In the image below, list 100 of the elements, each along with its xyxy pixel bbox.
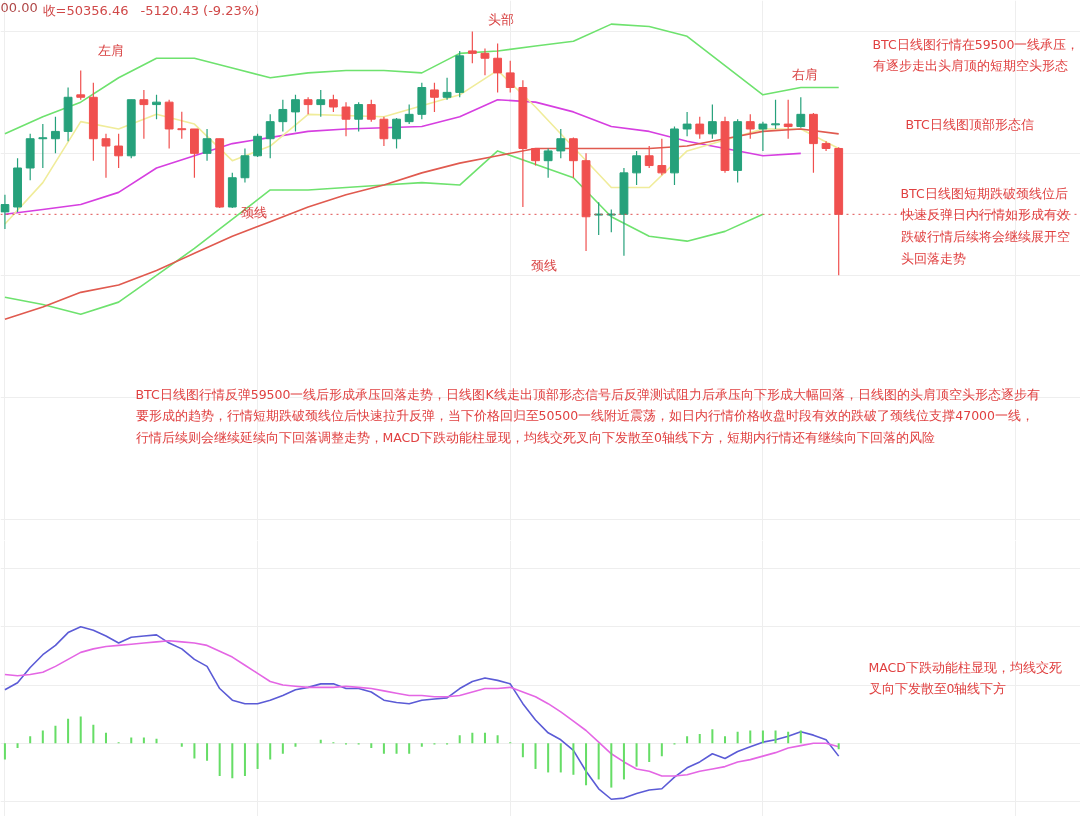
bar bbox=[54, 725, 57, 744]
candlestick bbox=[467, 30, 477, 64]
text: -5120.43 (-9.23%) bbox=[140, 2, 260, 18]
candlestick bbox=[38, 123, 48, 169]
bar bbox=[130, 737, 133, 744]
bar bbox=[193, 743, 196, 759]
text: BTC日线图短期跌破颈线位后快速反弹日内行情如形成有效跌破行情后续将会继续展开空头回落走势 bbox=[899, 185, 1070, 266]
bar bbox=[711, 729, 714, 744]
candlestick bbox=[291, 94, 300, 133]
annotation: 右肩 bbox=[791, 66, 818, 82]
bar bbox=[231, 743, 234, 779]
text: 收=50356.46 bbox=[42, 2, 129, 18]
bar bbox=[787, 731, 790, 744]
bar bbox=[547, 743, 550, 773]
candlestick bbox=[644, 145, 654, 169]
bar bbox=[41, 730, 44, 744]
bar bbox=[142, 737, 145, 744]
bar bbox=[395, 743, 398, 754]
bar bbox=[799, 730, 802, 744]
candlestick bbox=[114, 133, 124, 169]
candlestick bbox=[771, 99, 780, 130]
candlestick bbox=[139, 89, 149, 140]
annotation: 颈线 bbox=[240, 204, 267, 220]
candlestick bbox=[430, 82, 439, 113]
bar bbox=[521, 743, 524, 758]
text: BTC日线图行情在59500一线承压，有逐步走出头肩顶的短期空头形态 bbox=[872, 36, 1080, 74]
bar bbox=[206, 743, 209, 761]
bar bbox=[610, 743, 613, 788]
candlestick bbox=[278, 99, 288, 133]
candlestick bbox=[392, 117, 401, 150]
bar bbox=[496, 735, 499, 744]
bar bbox=[837, 743, 840, 750]
candlestick bbox=[0, 194, 10, 230]
bar bbox=[29, 736, 32, 744]
candlestick bbox=[745, 113, 755, 140]
candlestick bbox=[568, 136, 578, 179]
bar bbox=[382, 743, 385, 754]
bar bbox=[572, 743, 575, 775]
candlestick bbox=[707, 103, 717, 140]
bar bbox=[534, 743, 537, 769]
candlestick bbox=[152, 94, 161, 120]
text: 头部 bbox=[487, 11, 514, 27]
candlestick bbox=[480, 47, 490, 76]
bar bbox=[269, 743, 272, 760]
annotation: 颈线 bbox=[530, 257, 557, 273]
candlestick bbox=[493, 43, 503, 93]
text: 00.00 bbox=[0, 0, 38, 15]
bar bbox=[218, 743, 221, 776]
candlestick bbox=[265, 113, 275, 159]
bar bbox=[724, 736, 727, 744]
annotation: 左肩 bbox=[97, 42, 124, 58]
bar bbox=[243, 743, 246, 776]
bar bbox=[660, 743, 663, 757]
bar bbox=[92, 724, 95, 744]
bar bbox=[79, 716, 82, 744]
candlestick bbox=[253, 133, 262, 158]
text: BTC日线图行情反弹59500一线后形成承压回落走势，日线图K线走出顶部形态信号后反弹测试阻力后承压向下形成大幅回落，日线图的头肩顶空头形态逐步有要形成的趋势，行情短期跌破颈线位后快速拉升反弹，当下价格回归至50500一线附近震荡，如日内行情价格收盘时段有效的跌破了颈线位支撑47000一线，行情后续则会继续延续向下回落调整走势，MACD下跌动能柱显现，均线交死叉向下发散至0轴线下方，短期内行情还有继续向下回落的风险 bbox=[135, 386, 1040, 445]
bar bbox=[294, 743, 297, 747]
candlestick bbox=[341, 101, 351, 137]
text: BTC日线图顶部形态信 bbox=[905, 116, 1034, 132]
bar bbox=[774, 730, 777, 744]
bar bbox=[281, 743, 284, 754]
candlestick bbox=[505, 60, 515, 93]
bar bbox=[749, 730, 752, 744]
candlestick bbox=[758, 121, 768, 152]
bar bbox=[104, 732, 107, 744]
bar bbox=[761, 730, 764, 744]
bar bbox=[559, 743, 562, 773]
text: MACD下跌动能柱显现，均线交死叉向下发散至0轴线下方 bbox=[868, 659, 1062, 697]
bar bbox=[408, 743, 411, 754]
candlestick bbox=[632, 150, 641, 186]
candlestick bbox=[594, 201, 604, 236]
bar bbox=[458, 735, 461, 744]
candlestick bbox=[404, 103, 414, 125]
bar bbox=[420, 743, 423, 747]
candlestick bbox=[51, 116, 60, 154]
bar bbox=[698, 733, 701, 744]
bar bbox=[16, 743, 19, 748]
bar bbox=[3, 743, 6, 760]
candlestick bbox=[695, 116, 705, 140]
candlestick bbox=[76, 69, 86, 101]
candlestick bbox=[354, 101, 364, 133]
candlestick bbox=[682, 111, 692, 137]
bar bbox=[180, 743, 183, 747]
candlestick bbox=[366, 99, 376, 123]
candlestick bbox=[783, 99, 793, 140]
candlestick bbox=[202, 128, 212, 162]
candlestick bbox=[556, 128, 566, 159]
candlestick bbox=[101, 133, 111, 179]
candlestick bbox=[543, 147, 553, 179]
candlestick bbox=[657, 138, 667, 176]
bar bbox=[471, 732, 474, 744]
candlestick bbox=[316, 89, 326, 118]
candlestick bbox=[303, 96, 313, 115]
bar bbox=[370, 743, 373, 748]
candlestick bbox=[177, 111, 187, 140]
bar bbox=[256, 743, 259, 769]
bar bbox=[622, 743, 625, 780]
bar bbox=[483, 732, 486, 744]
candlestick bbox=[442, 77, 452, 101]
